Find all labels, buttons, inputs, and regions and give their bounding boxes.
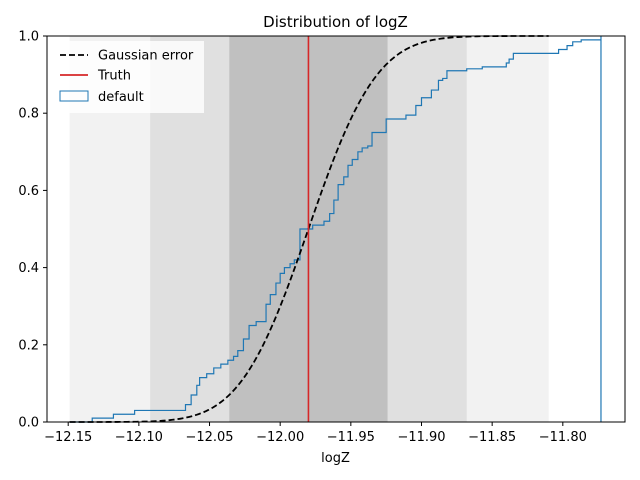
x-tick-label: −11.85 (468, 430, 516, 445)
legend-label-gaussian-error: Gaussian error (98, 49, 194, 64)
axes-frame (46, 35, 626, 423)
y-tick-label: 1.0 (18, 30, 39, 45)
y-tick-label: 0.8 (18, 107, 39, 122)
x-tick-label: −11.90 (397, 430, 445, 445)
legend-swatch-default (59, 90, 89, 102)
x-tick-label: −11.80 (539, 430, 587, 445)
x-tick-label: −12.05 (185, 430, 233, 445)
y-tick-label: 0.0 (18, 416, 39, 431)
y-tick-label: 0.6 (18, 184, 39, 199)
legend: Gaussian error Truth default (54, 41, 204, 113)
y-tick-label: 0.4 (18, 261, 39, 276)
step-line-default (69, 36, 602, 423)
y-tick-label: 0.2 (18, 338, 39, 353)
x-tick-label: −11.95 (327, 430, 375, 445)
legend-label-truth: Truth (97, 69, 131, 84)
x-tick-label: −12.00 (256, 430, 304, 445)
x-axis-title: logZ (321, 451, 350, 466)
x-tick-label: −12.10 (115, 430, 163, 445)
chart-title: Distribution of logZ (263, 13, 408, 31)
legend-label-default: default (98, 90, 144, 105)
x-tick-label: −12.15 (44, 430, 92, 445)
